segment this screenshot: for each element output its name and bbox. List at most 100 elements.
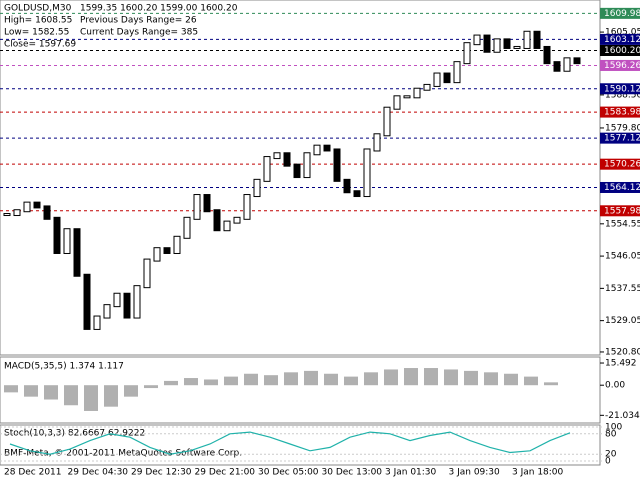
candle [383, 106, 391, 137]
macd-bar [244, 373, 258, 386]
x-tick-label: 28 Dec 2011 [4, 468, 62, 478]
level-label: 1583.98 [604, 108, 640, 118]
candle [273, 152, 281, 160]
y-tick-label: 1520.80 [605, 347, 640, 357]
macd-bar [124, 385, 138, 397]
candle [263, 156, 271, 182]
macd-bar [364, 372, 378, 386]
candle [33, 201, 41, 209]
candle [373, 133, 381, 152]
candle [183, 216, 191, 239]
candle [323, 144, 331, 152]
level-tag [600, 44, 640, 56]
macd-bar [304, 370, 318, 386]
y-tick-label: 20 [605, 450, 617, 460]
candle [353, 190, 361, 198]
x-tick-label: 29 Dec 21:00 [195, 468, 256, 478]
candle [313, 144, 321, 156]
candle [73, 228, 81, 277]
level-tag [600, 83, 640, 95]
level-tag [600, 132, 640, 144]
y-tick-label: -21.034 [605, 411, 640, 421]
macd-bar [184, 378, 198, 386]
macd-bar [84, 385, 98, 411]
candle [483, 34, 491, 53]
candle [533, 30, 541, 49]
level-label: 1590.12 [604, 84, 640, 94]
level-label: 1557.98 [604, 206, 640, 216]
candle [303, 152, 311, 179]
y-tick-label: 0 [605, 457, 611, 467]
macd-bar [164, 380, 178, 386]
candle [243, 194, 251, 220]
candle [123, 292, 131, 319]
macd-bar [484, 372, 498, 386]
level-label: 1564.12 [604, 183, 640, 193]
macd-bar [404, 368, 418, 386]
x-tick-label: 3 Jan 01:30 [385, 468, 437, 478]
macd-bar [44, 385, 58, 400]
candle [463, 42, 471, 65]
candle [13, 209, 21, 217]
macd-bar [544, 382, 558, 386]
level-tag [600, 59, 640, 71]
candle [453, 61, 461, 84]
candle [63, 228, 71, 254]
level-tag [600, 7, 640, 19]
candle [153, 247, 161, 262]
candle [363, 148, 371, 198]
ohlc: 1599.35 1600.20 1599.00 1600.20 [80, 4, 238, 14]
level-label: 1603.12 [604, 35, 640, 45]
macd-bar [104, 385, 118, 407]
symbol: GOLDUSD,M30 [4, 4, 72, 14]
y-tick-label: 0.00 [605, 381, 625, 391]
macd-bar [144, 385, 158, 389]
y-tick-label: 1579.80 [605, 123, 640, 133]
macd-bar [264, 375, 278, 386]
candle [3, 213, 11, 217]
candle [513, 45, 521, 49]
candle [343, 178, 351, 194]
y-tick-label: 1588.50 [605, 90, 640, 100]
x-tick-label: 30 Dec 05:00 [258, 468, 319, 478]
macd-pane [0, 356, 601, 424]
y-tick-label: 15.492 [605, 359, 637, 369]
y-tick-label: 1546.05 [605, 252, 640, 262]
level-label: 1596.26 [604, 61, 640, 71]
candle [433, 72, 441, 87]
low: Low= 1582.55 [4, 28, 69, 38]
macd-title: MACD(5,35,5) 1.374 1.117 [4, 362, 124, 372]
stoch-line [9, 431, 571, 455]
y-tick-label: 1537.55 [605, 284, 640, 294]
candle [133, 285, 141, 319]
candle [23, 201, 31, 213]
macd-bar [324, 373, 338, 386]
x-tick-label: 29 Dec 12:30 [131, 468, 192, 478]
level-tag [600, 205, 640, 217]
candle [543, 45, 551, 65]
candle [553, 61, 561, 72]
candle [223, 220, 231, 232]
macd-bar [64, 385, 78, 406]
macd-bar [204, 379, 218, 386]
candle [293, 163, 301, 179]
y-tick-label: 1554.55 [605, 219, 640, 229]
candle [393, 95, 401, 110]
macd-bar [464, 370, 478, 386]
candle [143, 258, 151, 289]
candle [163, 247, 171, 254]
candle [213, 209, 221, 232]
y-tick-label: 100 [605, 423, 622, 433]
macd-bar [344, 376, 358, 386]
macd-bar [4, 385, 18, 393]
level-tag [600, 181, 640, 193]
macd-bar [524, 376, 538, 386]
macd-bar [24, 385, 38, 397]
candle [113, 292, 121, 308]
x-tick-label: 29 Dec 04:30 [68, 468, 129, 478]
stoch-title: Stoch(10,3,3) 82.6667 62.9222 [4, 429, 145, 439]
y-tick-label: 1605.05 [605, 28, 640, 38]
prev-range: Previous Days Range= 26 [80, 16, 197, 26]
macd-bar [224, 376, 238, 386]
